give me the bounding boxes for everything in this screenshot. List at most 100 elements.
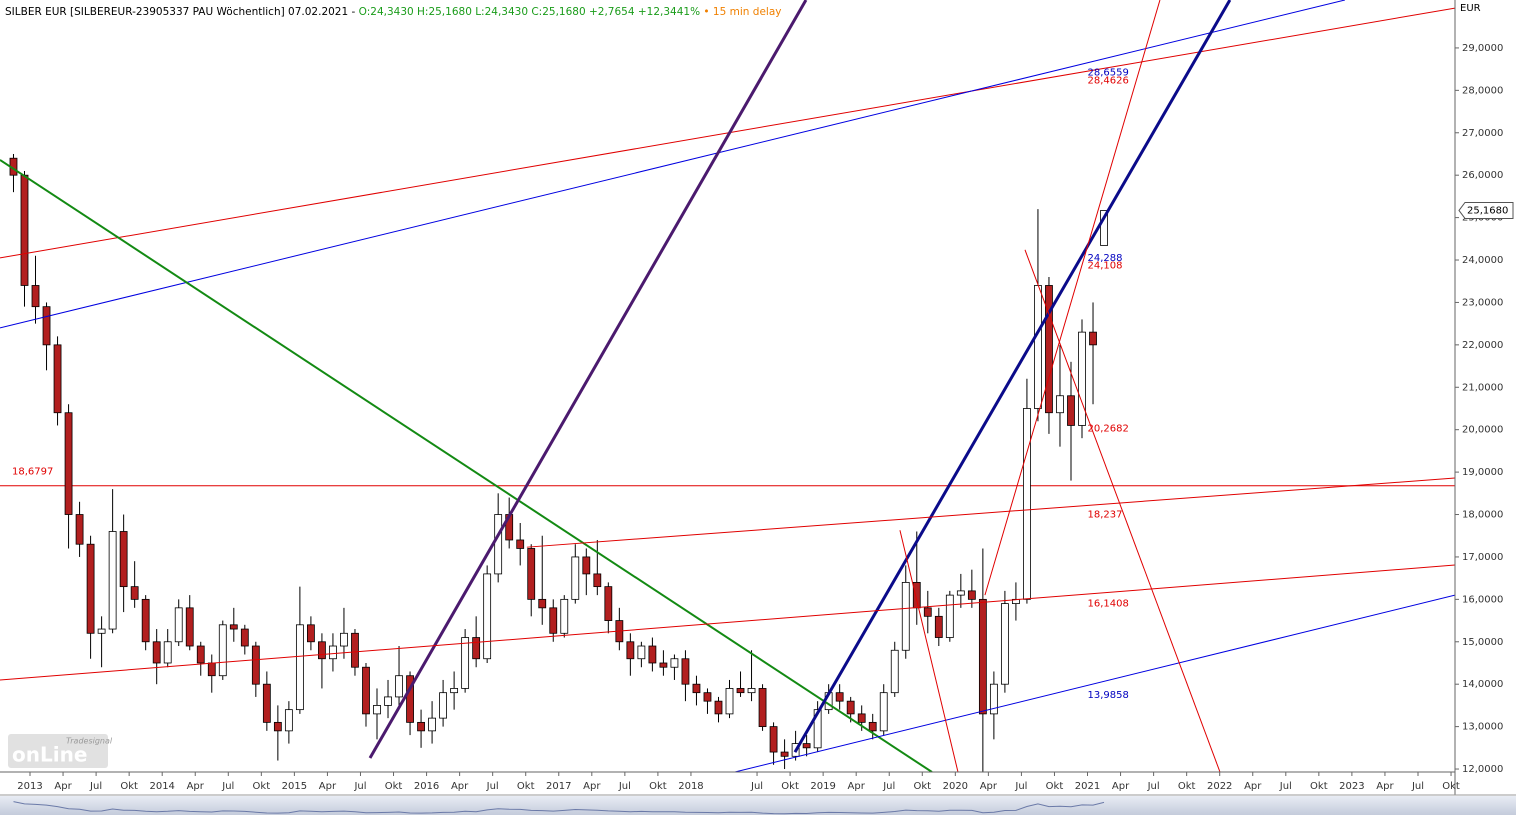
candle-body [835, 692, 844, 702]
candle-body [747, 688, 756, 694]
candle-body [1100, 210, 1108, 246]
candle-body [538, 598, 547, 609]
y-tick-label: 15,0000 [1462, 637, 1503, 648]
trendline [793, 0, 1232, 753]
navigator-line [13, 801, 1105, 815]
x-tick-label: 2023 [1339, 781, 1364, 792]
candle-body [659, 662, 668, 668]
candle-body [75, 514, 84, 545]
trendline [0, 564, 1455, 681]
y-tick-label: 17,0000 [1462, 552, 1503, 563]
candle-body [648, 645, 657, 664]
candle-body [340, 632, 348, 647]
candle-body [218, 624, 227, 677]
x-tick-label: Apr [848, 781, 866, 792]
trendline [0, 0, 1346, 329]
y-unit: EUR [1460, 3, 1481, 14]
x-tick-label: 2013 [17, 781, 42, 792]
level-label: 28,4626 [1088, 76, 1129, 87]
trendline [899, 530, 959, 772]
candle-body [1000, 603, 1009, 685]
candle-body [472, 637, 481, 660]
x-tick-label: Okt [649, 781, 667, 792]
x-tick-label: Jul [750, 781, 763, 792]
x-tick-label: Okt [385, 781, 403, 792]
candle-body [119, 531, 128, 588]
candle-body [692, 683, 701, 694]
candle-body [1034, 285, 1042, 409]
candle-body [174, 607, 183, 643]
candle-body [846, 700, 855, 715]
candle-body [681, 658, 690, 685]
candle-body [923, 607, 932, 617]
x-tick-label: Apr [319, 781, 337, 792]
y-tick-label: 16,0000 [1462, 594, 1503, 605]
title: SILBER EUR [SILBEREUR-23905337 PAU Wöche… [5, 6, 781, 18]
x-tick-label: Okt [517, 781, 535, 792]
level-label: 16,1408 [1088, 598, 1129, 609]
x-tick-label: Apr [1244, 781, 1262, 792]
candle-body [262, 683, 271, 723]
x-tick-label: Okt [781, 781, 799, 792]
level-label: 18,237 [1088, 509, 1123, 520]
y-tick-label: 22,0000 [1462, 340, 1503, 351]
trendline [984, 0, 1161, 596]
y-tick-label: 28,0000 [1462, 85, 1503, 96]
candle-body [1023, 408, 1031, 600]
candle-body [670, 658, 679, 668]
level-label: 20,2682 [1088, 423, 1129, 434]
candle-body [890, 649, 899, 694]
logo-box [8, 734, 108, 768]
x-tick-label: Jul [89, 781, 102, 792]
candle-body [945, 594, 954, 638]
logo-big: onLine [12, 743, 87, 767]
title-text: SILBER EUR [SILBEREUR-23905337 PAU Wöche… [5, 6, 356, 18]
candle-body [196, 645, 205, 664]
candle-body [439, 692, 447, 719]
candle-body [549, 607, 558, 634]
x-tick-label: 2022 [1207, 781, 1232, 792]
candle-body [571, 556, 580, 600]
candle-body [604, 586, 613, 621]
candle-body [185, 607, 194, 647]
candle-body [560, 598, 569, 634]
x-tick-label: 2018 [678, 781, 703, 792]
candle-body [725, 688, 734, 715]
x-tick-label: Jul [353, 781, 366, 792]
logo-small: Tradesignal [66, 737, 113, 746]
candle-body [1089, 331, 1097, 346]
y-tick-label: 27,0000 [1462, 128, 1503, 139]
x-tick-label: Apr [1376, 781, 1394, 792]
candle-body [483, 573, 492, 660]
trendline [368, 0, 808, 759]
x-tick-label: Apr [1112, 781, 1130, 792]
last-price-box [1458, 201, 1514, 219]
y-tick-label: 23,0000 [1462, 297, 1503, 308]
candle-body [141, 598, 150, 643]
y-tick-label: 14,0000 [1462, 679, 1503, 690]
navigator [0, 796, 1516, 815]
plot-area [0, 0, 1455, 772]
candle-body [813, 709, 822, 749]
candle-body [108, 531, 117, 630]
level-label: 18,6797 [12, 467, 53, 478]
candle-body [703, 692, 712, 702]
y-tick-label: 24,0000 [1462, 255, 1503, 266]
x-tick-label: Apr [583, 781, 601, 792]
y-tick-label: 26,0000 [1462, 170, 1503, 181]
candle-body [780, 751, 789, 757]
candle-body [1056, 395, 1064, 414]
x-tick-label: Jul [882, 781, 895, 792]
level-label: 28,6559 [1088, 68, 1129, 79]
candle-body [736, 688, 745, 694]
candle-body [912, 581, 921, 609]
x-tick-label: 2016 [414, 781, 439, 792]
x-tick-label: 2020 [943, 781, 968, 792]
candle-body [527, 548, 536, 600]
x-tick-label: Jul [221, 781, 234, 792]
candle-body [637, 645, 646, 660]
candle-body [97, 628, 106, 634]
